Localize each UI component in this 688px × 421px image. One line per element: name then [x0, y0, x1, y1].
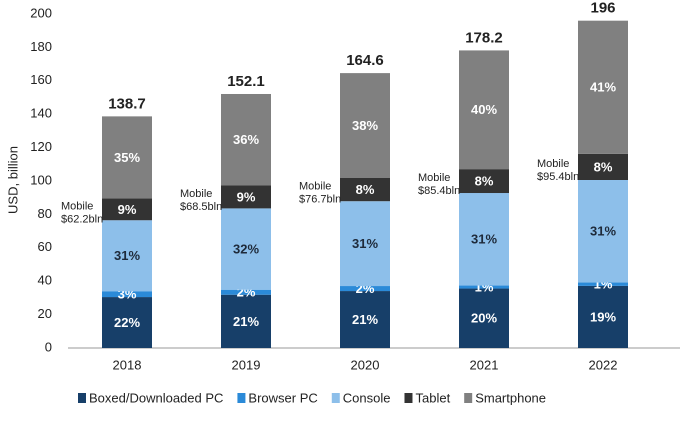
segment-label: 36% [233, 132, 259, 147]
mobile-annotation: Mobile [180, 188, 212, 200]
legend-label: Console [343, 390, 391, 405]
bar-segment [578, 285, 628, 348]
mobile-annotation: $95.4bln [537, 171, 579, 183]
segment-label: 40% [471, 102, 497, 117]
mobile-annotation: $62.2bln [61, 213, 103, 225]
total-label: 196 [590, 0, 615, 17]
segment-label: 20% [471, 311, 497, 326]
segment-label: 31% [471, 232, 497, 247]
bar-segment [578, 179, 628, 283]
y-tick-label: 120 [30, 139, 52, 154]
bar-segment [578, 153, 628, 180]
x-tick-label: 2022 [589, 357, 618, 372]
total-label: 152.1 [227, 73, 265, 90]
legend-swatch [78, 393, 86, 403]
y-tick-label: 100 [30, 172, 52, 187]
bar-segment [578, 282, 628, 286]
segment-label: 32% [233, 241, 259, 256]
x-tick-label: 2021 [470, 357, 499, 372]
y-tick-label: 0 [45, 339, 52, 354]
mobile-annotation: Mobile [299, 181, 331, 193]
y-tick-label: 200 [30, 5, 52, 20]
segment-label: 22% [114, 315, 140, 330]
bar-segment [221, 185, 271, 209]
bar-segment [578, 20, 628, 154]
segment-label: 31% [352, 236, 378, 251]
legend-swatch [404, 393, 413, 403]
bar-segment [340, 291, 390, 348]
legend-label: Boxed/Downloaded PC [89, 390, 223, 405]
y-tick-label: 160 [30, 72, 52, 87]
segment-label: 21% [233, 314, 259, 329]
x-tick-label: 2019 [232, 357, 261, 372]
segment-label: 35% [114, 150, 140, 165]
segment-label: 9% [237, 189, 256, 204]
segment-label: 8% [475, 174, 494, 189]
bar-segment [221, 294, 271, 348]
segment-label: 19% [590, 309, 616, 324]
segment-label: 31% [590, 224, 616, 239]
bar-segment [340, 177, 390, 202]
mobile-annotation: $85.4bln [418, 185, 460, 197]
mobile-annotation: $68.5bln [180, 201, 222, 213]
legend-label: Browser PC [248, 390, 317, 405]
bar-segment [459, 50, 509, 170]
bar-segment [102, 220, 152, 292]
y-tick-label: 20 [38, 306, 52, 321]
segment-label: 9% [118, 202, 137, 217]
legend-swatch [331, 393, 340, 403]
bar-segment [221, 208, 271, 290]
bar-segment [459, 285, 509, 289]
segment-label: 8% [356, 182, 375, 197]
bar-segment [340, 286, 390, 292]
bar-segment [102, 116, 152, 199]
y-tick-label: 140 [30, 106, 52, 121]
mobile-annotation: Mobile [537, 158, 569, 170]
y-tick-label: 180 [30, 39, 52, 54]
segment-label: 31% [114, 248, 140, 263]
mobile-annotation: Mobile [61, 200, 93, 212]
total-label: 138.7 [108, 95, 146, 112]
legend-label: Smartphone [475, 390, 546, 405]
mobile-annotation: $76.7bln [299, 194, 341, 206]
legend-swatch [464, 393, 473, 403]
bar-segment [340, 201, 390, 287]
y-tick-label: 80 [38, 206, 52, 221]
bar-segment [102, 198, 152, 221]
x-tick-label: 2018 [113, 357, 142, 372]
legend-swatch [237, 393, 246, 403]
y-tick-label: 40 [38, 273, 52, 288]
segment-label: 38% [352, 118, 378, 133]
mobile-annotation: Mobile [418, 172, 450, 184]
bar-segment [459, 193, 509, 286]
bar-segment [459, 169, 509, 194]
bar-segment [459, 288, 509, 348]
y-tick-label: 60 [38, 239, 52, 254]
bar-segment [340, 73, 390, 178]
segment-label: 41% [590, 80, 616, 95]
bar-segment [221, 93, 271, 186]
bar-segment [102, 291, 152, 298]
total-label: 164.6 [346, 52, 384, 69]
bar-segment [221, 289, 271, 295]
bar-segment [102, 297, 152, 348]
x-tick-label: 2020 [351, 357, 380, 372]
y-axis-label: USD, billion [5, 146, 20, 214]
legend-label: Tablet [415, 390, 450, 405]
segment-label: 8% [594, 159, 613, 174]
total-label: 178.2 [465, 29, 503, 46]
segment-label: 21% [352, 312, 378, 327]
